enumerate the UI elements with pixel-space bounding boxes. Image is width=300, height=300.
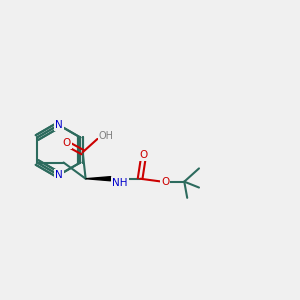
Text: NH: NH [112, 178, 128, 188]
Text: N: N [55, 120, 63, 130]
Text: O: O [161, 177, 169, 187]
Text: O: O [62, 138, 70, 148]
Polygon shape [85, 177, 111, 181]
Text: N: N [55, 170, 63, 180]
Text: OH: OH [99, 131, 114, 141]
Text: O: O [139, 150, 147, 160]
